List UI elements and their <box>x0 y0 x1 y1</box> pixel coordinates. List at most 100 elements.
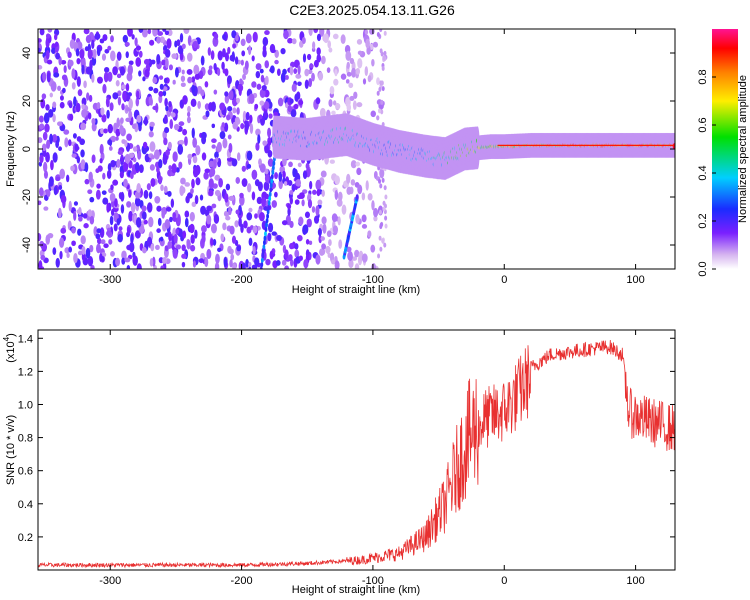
heatmap-cell <box>149 39 155 46</box>
heatmap-cell <box>245 258 249 268</box>
heatmap-cell <box>263 111 268 118</box>
colorbar-tick-label: 0.6 <box>697 117 709 132</box>
heatmap-cell <box>72 133 77 139</box>
heatmap-cell <box>73 253 78 264</box>
heatmap-cell <box>226 157 233 162</box>
heatmap-cell <box>347 250 353 262</box>
heatmap-cell <box>107 45 112 51</box>
heatmap-cell <box>156 36 161 44</box>
heatmap-cell <box>276 68 281 76</box>
heatmap-cell <box>167 190 172 197</box>
heatmap-cell <box>146 183 151 191</box>
heatmap-cell <box>158 175 162 185</box>
heatmap-cell <box>175 244 182 250</box>
heatmap-cell <box>274 59 279 65</box>
heatmap-cell <box>121 84 127 90</box>
heatmap-cell <box>46 139 51 149</box>
heatmap-cell <box>382 200 386 206</box>
heatmap-cell <box>309 63 314 69</box>
heatmap-cell <box>50 159 54 171</box>
heatmap-cell <box>107 163 112 172</box>
heatmap-cell <box>204 81 209 88</box>
heatmap-cell <box>68 200 72 212</box>
heatmap-cell <box>150 178 156 187</box>
heatmap-cell <box>152 77 158 84</box>
heatmap-cell <box>294 199 300 205</box>
heatmap-cell <box>181 261 186 268</box>
heatmap-cell <box>149 121 155 127</box>
heatmap-cell <box>99 227 105 239</box>
heatmap-cell <box>297 162 302 168</box>
heatmap-cell <box>367 193 373 201</box>
heatmap-cell <box>371 58 375 67</box>
heatmap-cell <box>206 248 212 260</box>
heatmap-cell <box>286 203 292 210</box>
heatmap-cell <box>240 59 244 66</box>
heatmap-cell <box>294 243 299 250</box>
heatmap-cell <box>364 29 369 35</box>
heatmap-cell <box>104 66 110 73</box>
colorbar-tick-label: 0.2 <box>697 213 709 228</box>
heatmap-cell <box>71 227 76 234</box>
heatmap-cell <box>110 208 115 216</box>
heatmap-cell <box>383 242 387 248</box>
heatmap-cell <box>264 75 269 86</box>
heatmap-cell <box>71 68 76 79</box>
heatmap-cell <box>204 103 210 111</box>
heatmap-cell <box>156 228 161 233</box>
heatmap-cell <box>201 152 207 161</box>
heatmap-cell <box>195 145 201 156</box>
heatmap-cell <box>267 150 273 158</box>
heatmap-cell <box>332 100 337 106</box>
heatmap-cell <box>205 110 210 118</box>
heatmap-cell <box>329 86 335 95</box>
heatmap-cell <box>194 229 198 239</box>
heatmap-cell <box>162 90 167 97</box>
heatmap-cell <box>289 66 294 76</box>
heatmap-cell <box>173 123 180 131</box>
heatmap-cell <box>361 214 367 223</box>
heatmap-cell <box>59 237 65 248</box>
heatmap-cell <box>346 173 351 184</box>
heatmap-cell <box>256 83 262 90</box>
heatmap-cell <box>346 103 352 112</box>
heatmap-cell <box>118 226 123 231</box>
heatmap-cell <box>101 114 107 123</box>
heatmap-cell <box>232 107 237 114</box>
heatmap-cell <box>58 146 63 152</box>
heatmap-cell <box>87 256 94 267</box>
heatmap-cell <box>122 90 127 101</box>
snr-x-ticks: -300 -200 -100 0 100 <box>99 330 645 587</box>
heatmap-cell <box>43 206 49 211</box>
heatmap-cell <box>316 189 321 197</box>
heatmap-cell <box>243 220 248 229</box>
heatmap-cell <box>384 194 388 200</box>
heatmap-cell <box>263 235 267 241</box>
heatmap-cell <box>39 29 45 36</box>
heatmap-cell <box>384 215 388 221</box>
heatmap-cell <box>371 262 377 269</box>
heatmap-cell <box>121 257 126 265</box>
heatmap-cell <box>248 93 255 105</box>
heatmap-cell <box>163 137 168 146</box>
heatmap-cell <box>45 104 50 111</box>
heatmap-cell <box>43 161 48 173</box>
heatmap-cell <box>159 36 165 43</box>
heatmap-cell <box>134 37 138 47</box>
heatmap-cell <box>148 131 154 138</box>
heatmap-cell <box>208 178 214 189</box>
heatmap-cell <box>384 223 388 229</box>
heatmap-cell <box>108 146 113 151</box>
heatmap-cell <box>328 47 333 53</box>
heatmap-cell <box>153 87 159 94</box>
heatmap-cell <box>211 144 216 149</box>
heatmap-cell <box>168 165 172 170</box>
heatmap-cell <box>71 82 76 90</box>
snr-frame <box>37 329 676 571</box>
heatmap-cell <box>328 239 332 247</box>
heatmap-cell <box>255 70 261 79</box>
heatmap-cell <box>317 199 323 206</box>
heatmap-cell <box>165 149 170 156</box>
heatmap-cell <box>208 65 213 71</box>
heatmap-cell <box>181 253 187 259</box>
